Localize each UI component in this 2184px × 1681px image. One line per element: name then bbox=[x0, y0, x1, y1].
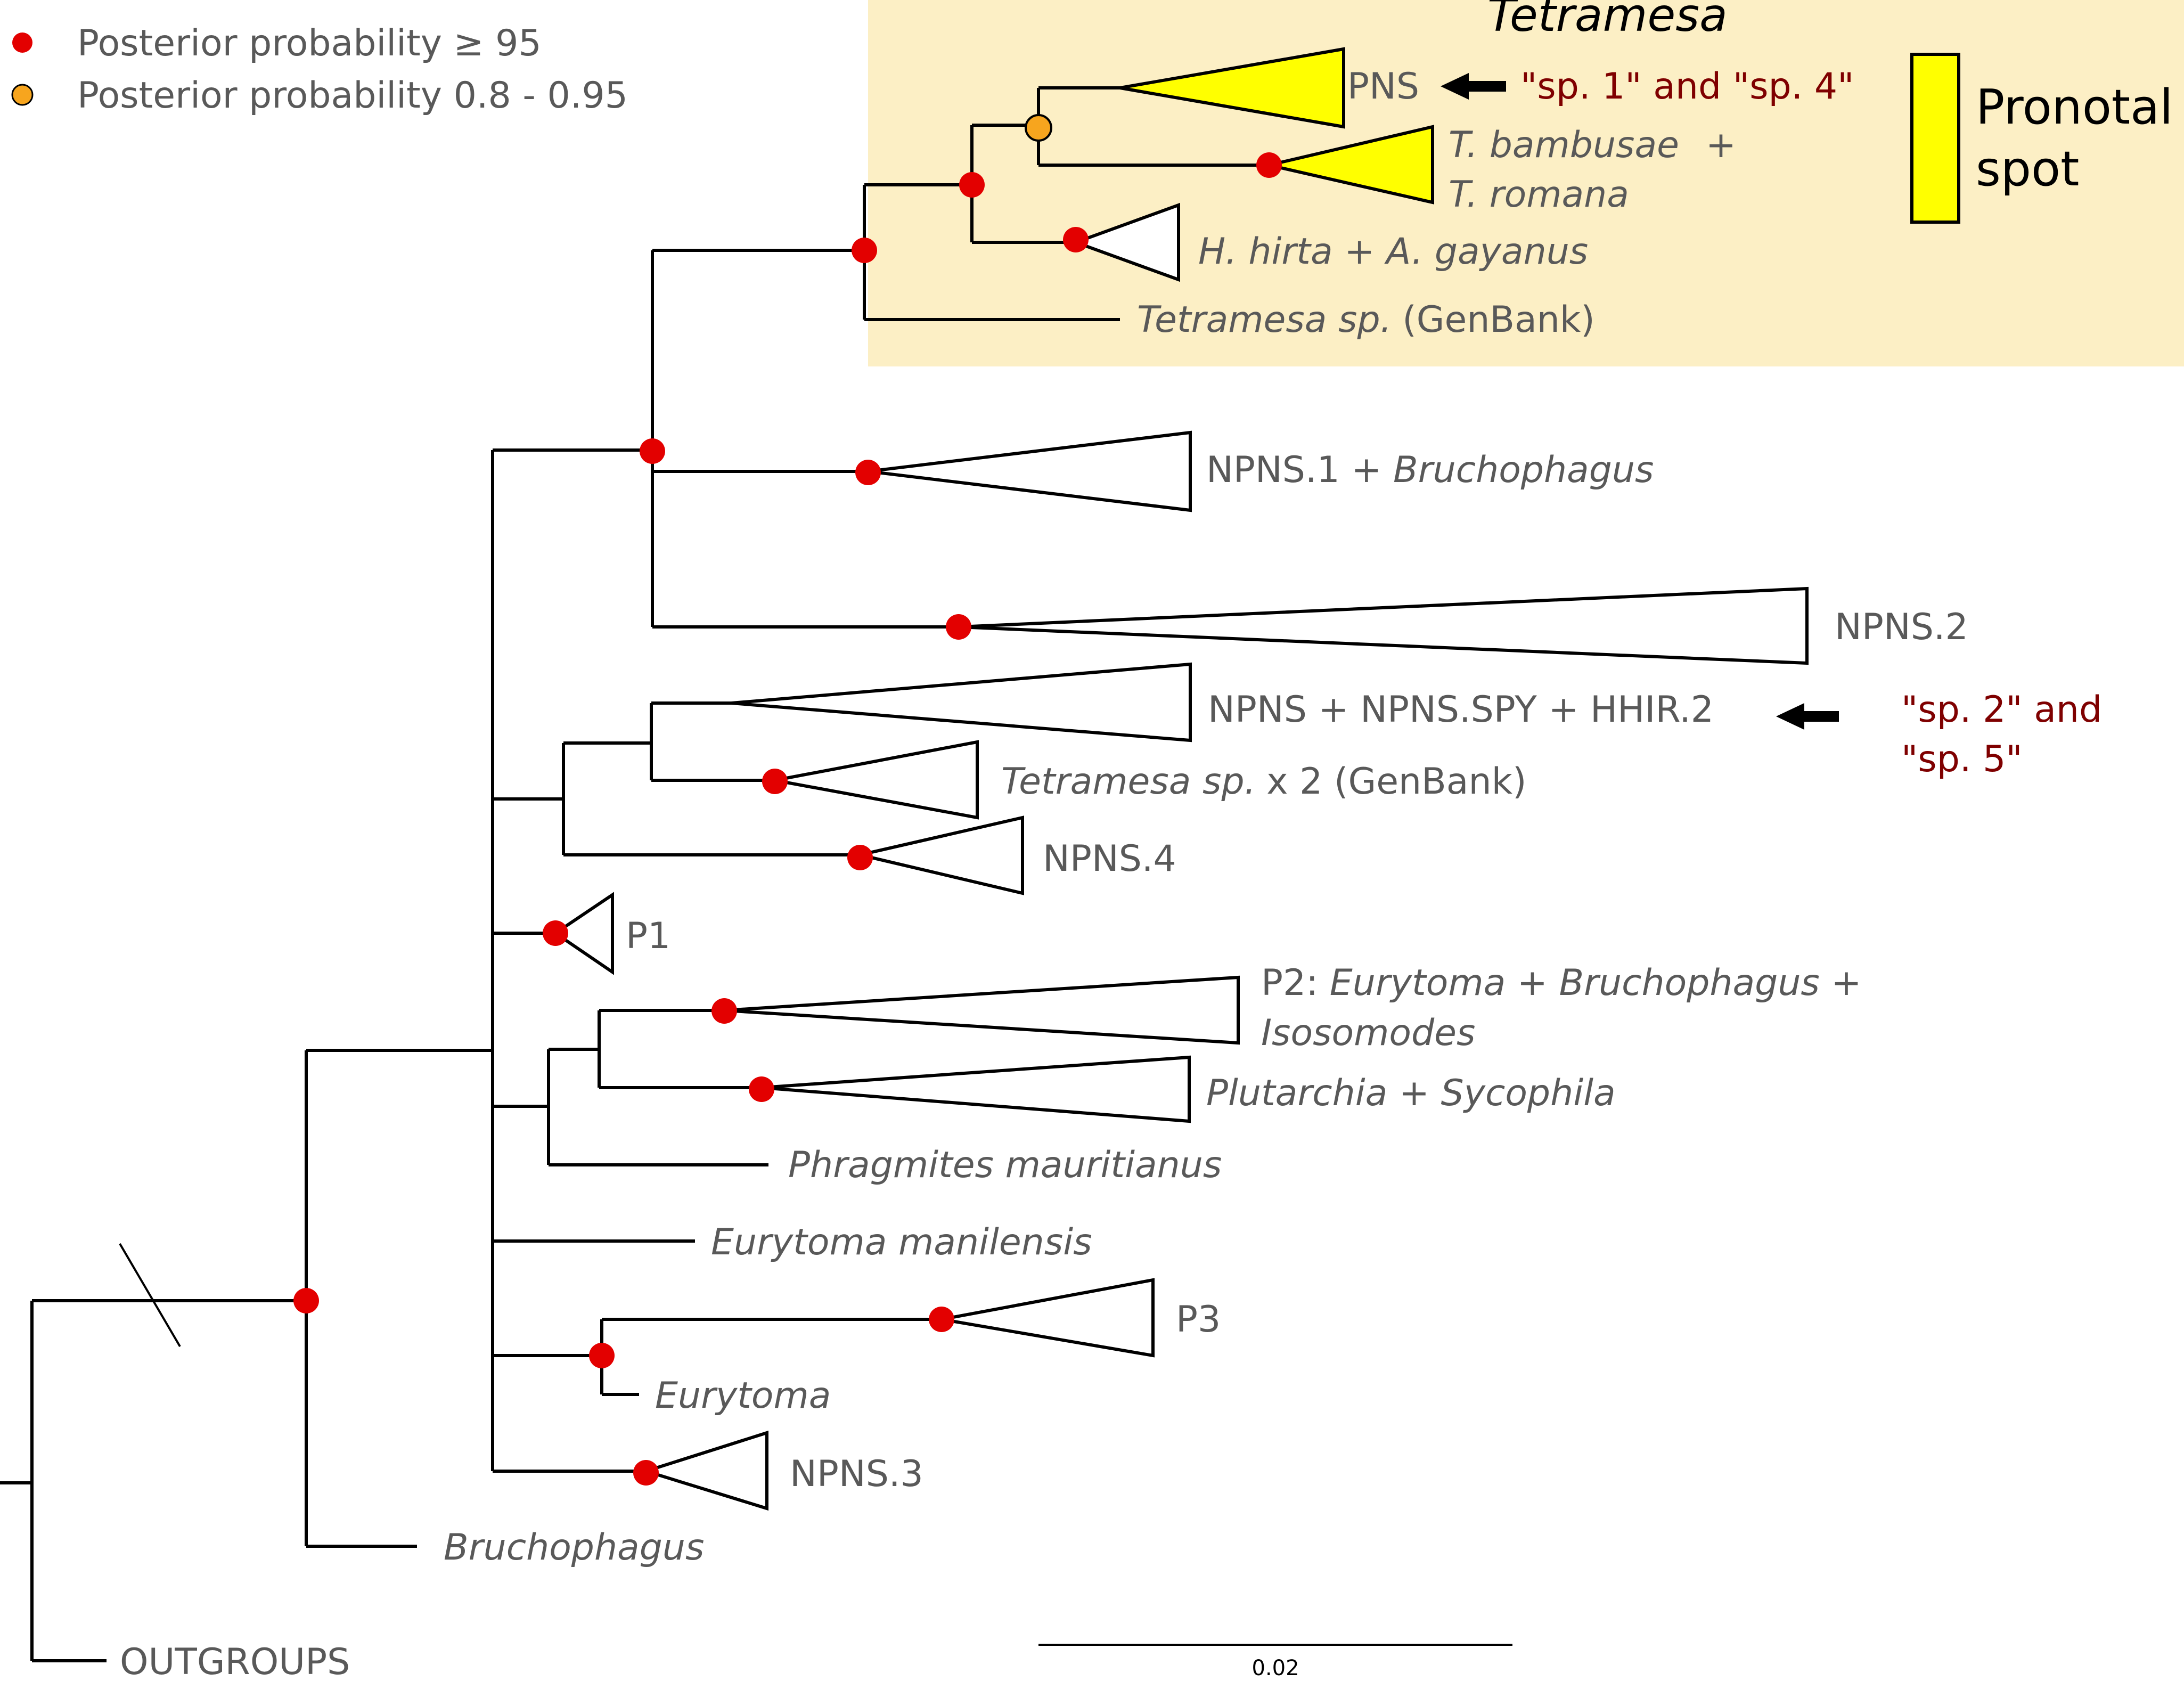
clade-npns1-triangle bbox=[868, 430, 1192, 512]
tip-npns4: NPNS.4 bbox=[1043, 838, 1176, 880]
node-high-support bbox=[847, 845, 873, 870]
node-high-support bbox=[1256, 152, 1282, 178]
clade-npns3-triangle bbox=[640, 1430, 768, 1511]
tree-branches bbox=[0, 86, 1269, 1662]
clade-plutarchia-triangle bbox=[761, 1055, 1191, 1123]
node-mid-support bbox=[1025, 114, 1052, 142]
arrow-sp14-icon bbox=[1441, 73, 1506, 100]
tip-bruchophagus: Bruchophagus bbox=[444, 1527, 704, 1569]
legend-high-label: Posterior probability ≥ 95 bbox=[77, 22, 542, 64]
clade-hhirta-triangle bbox=[1071, 202, 1180, 282]
node-high-support bbox=[852, 238, 877, 263]
node-high-support bbox=[946, 614, 971, 640]
node-high-support bbox=[929, 1307, 954, 1332]
clade-npns4-triangle bbox=[860, 815, 1024, 895]
clade-p2-triangle bbox=[724, 975, 1240, 1045]
node-high-support bbox=[749, 1076, 774, 1102]
node-high-support bbox=[959, 172, 985, 198]
tip-p3: P3 bbox=[1176, 1299, 1221, 1341]
pronotal-spot-swatch bbox=[1910, 53, 1960, 224]
legend-orange-node-icon bbox=[11, 84, 34, 106]
tip-tromana: T. romana bbox=[1449, 174, 1629, 216]
node-high-support bbox=[543, 920, 568, 946]
tip-p1: P1 bbox=[626, 915, 670, 957]
legend-mid-label: Posterior probability 0.8 - 0.95 bbox=[77, 75, 628, 117]
clade-npns-spy-triangle bbox=[731, 662, 1192, 742]
scale-bar: 0.02 bbox=[1038, 1644, 1512, 1680]
annotation-sp2-sp5-line1: "sp. 2" and bbox=[1901, 689, 2102, 731]
tip-p2: P2: Eurytoma + Bruchophagus + bbox=[1261, 962, 1861, 1004]
tip-npns3: NPNS.3 bbox=[790, 1453, 923, 1495]
node-high-support bbox=[855, 460, 881, 485]
clade-npns2-triangle bbox=[958, 586, 1809, 665]
pronotal-label-line1: Pronotal bbox=[1976, 79, 2173, 135]
clade-tetramesa-x2-triangle bbox=[774, 740, 979, 820]
legend: Posterior probability ≥ 95 Posterior pro… bbox=[11, 22, 628, 117]
scale-bar-label: 0.02 bbox=[1251, 1656, 1299, 1680]
branch-break-mark bbox=[119, 1243, 181, 1348]
annotation-sp1-sp4: "sp. 1" and "sp. 4" bbox=[1520, 66, 1854, 108]
tip-hhirta: H. hirta + A. gayanus bbox=[1198, 231, 1588, 273]
node-high-support bbox=[1063, 227, 1089, 252]
tip-npns-spy: NPNS + NPNS.SPY + HHIR.2 bbox=[1208, 689, 1714, 731]
node-high-support bbox=[711, 998, 737, 1024]
tip-pns: PNS bbox=[1347, 66, 1419, 108]
tip-tbambusae: T. bambusae + bbox=[1449, 124, 1736, 166]
clade-p1-triangle bbox=[552, 892, 614, 975]
tip-phragmites: Phragmites mauritianus bbox=[788, 1144, 1222, 1186]
tetramesa-highlight-box bbox=[868, 0, 2184, 366]
tip-outgroups: OUTGROUPS bbox=[120, 1641, 350, 1681]
node-high-support bbox=[589, 1343, 615, 1368]
tip-p2-isosomodes: Isosomodes bbox=[1261, 1012, 1475, 1054]
tip-tetramesa-x2: Tetramesa sp. x 2 (GenBank) bbox=[1001, 761, 1526, 803]
tip-tetramesa-genbank: Tetramesa sp. (GenBank) bbox=[1137, 299, 1595, 341]
pronotal-label-line2: spot bbox=[1976, 141, 2079, 197]
support-nodes bbox=[293, 114, 1282, 1486]
node-high-support bbox=[640, 438, 665, 464]
tip-eurytoma-manilensis: Eurytoma manilensis bbox=[711, 1221, 1092, 1263]
clade-tbambusae-triangle bbox=[1269, 125, 1434, 205]
clade-pns-triangle bbox=[1119, 47, 1345, 129]
node-high-support bbox=[762, 769, 788, 794]
clade-p3-triangle bbox=[941, 1278, 1155, 1358]
tip-npns2: NPNS.2 bbox=[1835, 606, 1968, 648]
tip-labels: PNS T. bambusae + T. romana H. hirta + A.… bbox=[120, 66, 1968, 1681]
annotation-sp2-sp5-line2: "sp. 5" bbox=[1901, 738, 2023, 780]
arrow-sp25-icon bbox=[1776, 703, 1839, 730]
box-title: Tetramesa bbox=[1487, 0, 1728, 42]
tip-eurytoma: Eurytoma bbox=[655, 1375, 831, 1417]
collapsed-clades bbox=[552, 47, 1809, 1511]
node-high-support bbox=[633, 1460, 659, 1486]
tip-plutarchia: Plutarchia + Sycophila bbox=[1206, 1072, 1616, 1114]
tip-npns1: NPNS.1 + Bruchophagus bbox=[1206, 449, 1654, 491]
node-high-support bbox=[293, 1288, 319, 1313]
legend-red-node-icon bbox=[12, 32, 32, 53]
